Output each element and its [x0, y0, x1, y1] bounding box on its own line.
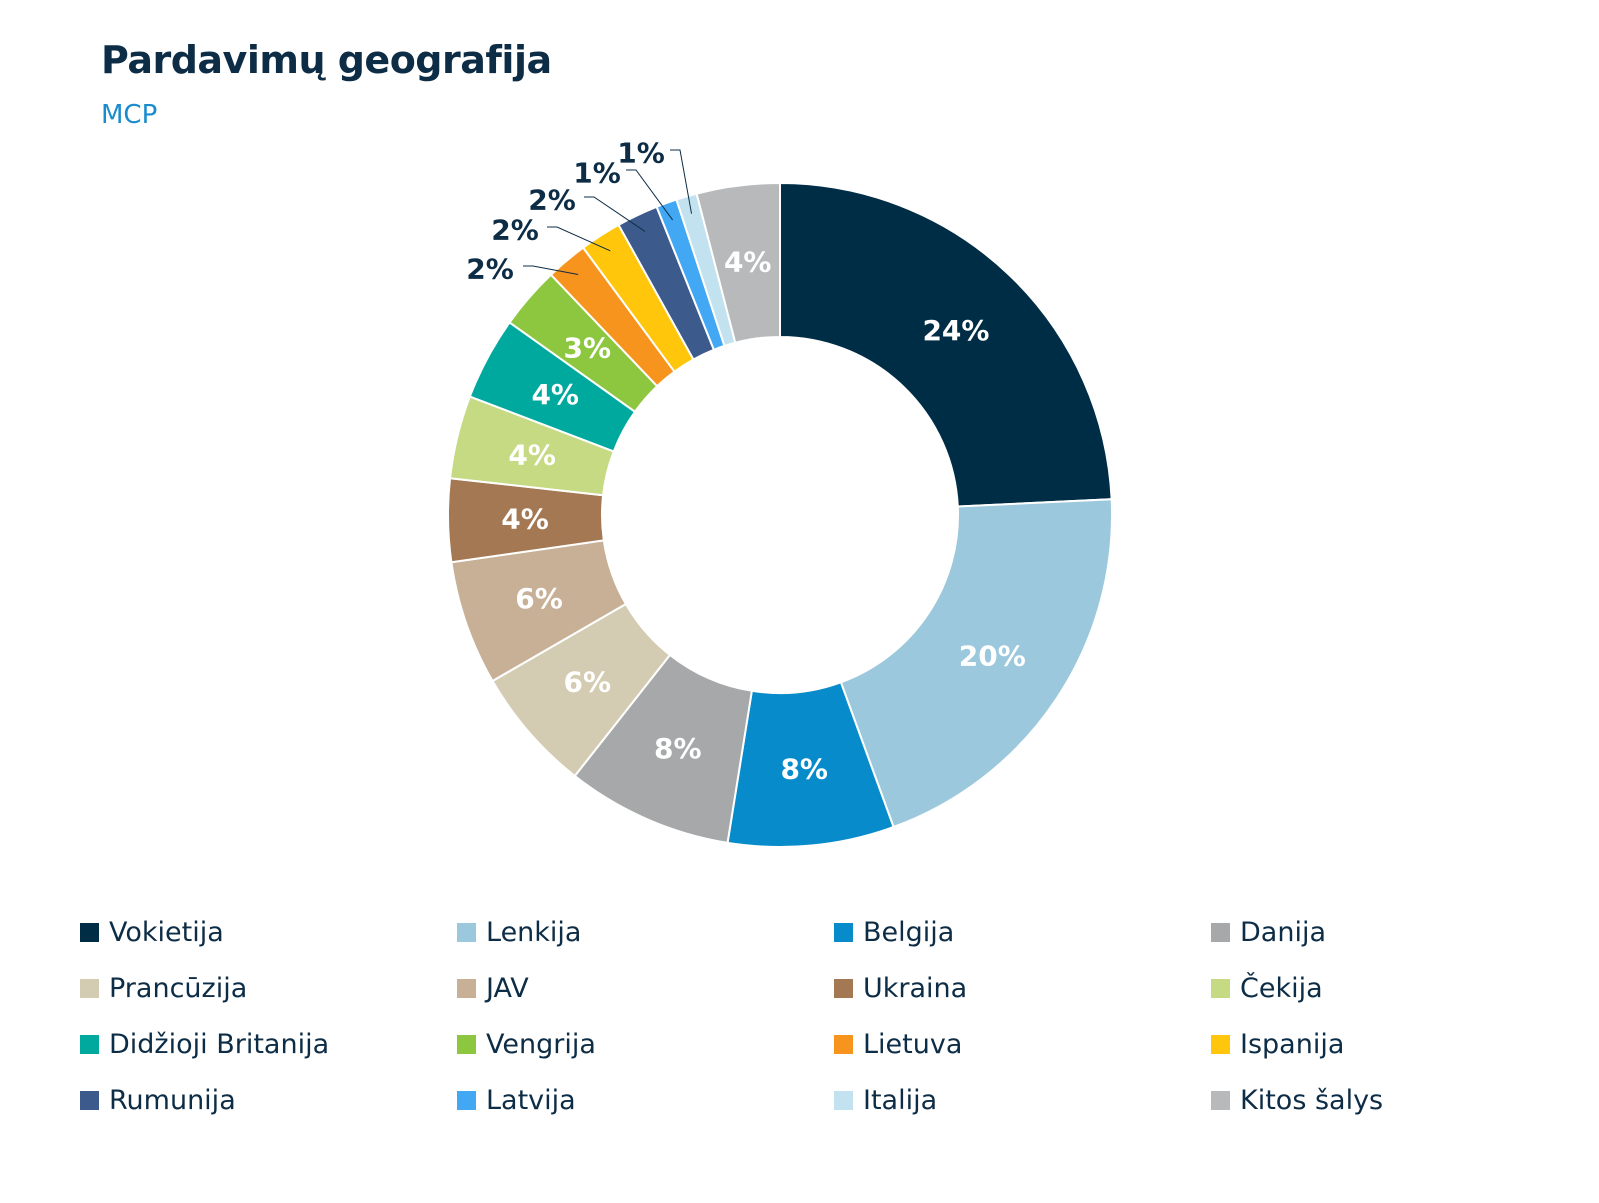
- legend-label: Ukraina: [863, 972, 968, 1004]
- legend-label: Kitos šalys: [1240, 1084, 1384, 1116]
- slice-vokietija: [779, 181, 1113, 508]
- data-label-italija: 1%: [617, 137, 665, 170]
- legend-swatch: [834, 1090, 853, 1110]
- legend-swatch: [1211, 1034, 1230, 1054]
- legend-swatch: [80, 978, 99, 998]
- data-label-cekija: 4%: [508, 438, 556, 471]
- legend-item-ispanija: Ispanija: [1211, 1028, 1588, 1060]
- legend-swatch: [1211, 922, 1230, 942]
- legend-item-vokietija: Vokietija: [80, 916, 457, 948]
- data-label-prancuzija: 6%: [564, 665, 612, 698]
- data-label-latvija: 1%: [573, 157, 621, 190]
- legend-item-lietuva: Lietuva: [834, 1028, 1211, 1060]
- leader-line-ispanija: [547, 226, 611, 252]
- legend-label: JAV: [486, 972, 529, 1004]
- data-label-vokietija: 24%: [922, 314, 989, 347]
- legend-label: Didžioji Britanija: [109, 1028, 330, 1060]
- legend-label: Italija: [863, 1084, 938, 1116]
- legend-label: Lietuva: [863, 1028, 963, 1060]
- legend-item-italija: Italija: [834, 1084, 1211, 1116]
- slice-lenkija: [839, 498, 1113, 829]
- legend-swatch: [457, 1034, 476, 1054]
- legend-item-prancuzija: Prancūzija: [80, 972, 457, 1004]
- leader-line-latvija: [626, 169, 674, 221]
- legend-label: Vokietija: [109, 916, 224, 948]
- leader-line-rumunija: [584, 196, 646, 232]
- legend-item-danija: Danija: [1211, 916, 1588, 948]
- legend-label: Prancūzija: [109, 972, 248, 1004]
- legend-item-lenkija: Lenkija: [457, 916, 834, 948]
- chart-title: Pardavimų geografija: [101, 38, 552, 82]
- legend-item-didzioji-britanija: Didžioji Britanija: [80, 1028, 457, 1060]
- legend-item-cekija: Čekija: [1211, 972, 1588, 1004]
- legend-swatch: [457, 1090, 476, 1110]
- legend-label: Ispanija: [1240, 1028, 1345, 1060]
- legend-swatch: [834, 978, 853, 998]
- legend-label: Lenkija: [486, 916, 582, 948]
- legend-label: Belgija: [863, 916, 955, 948]
- legend-swatch: [457, 922, 476, 942]
- legend-item-vengrija: Vengrija: [457, 1028, 834, 1060]
- chart-legend: Vokietija Lenkija Belgija Danija Prancūzija J…: [80, 916, 1580, 1116]
- legend-item-kitos-salys: Kitos šalys: [1211, 1084, 1588, 1116]
- leader-line-italija: [670, 149, 693, 214]
- data-label-lietuva: 2%: [466, 253, 514, 286]
- legend-item-belgija: Belgija: [834, 916, 1211, 948]
- legend-swatch: [457, 978, 476, 998]
- legend-swatch: [1211, 978, 1230, 998]
- data-label-jav: 6%: [515, 582, 563, 615]
- data-label-vengrija: 3%: [564, 332, 612, 365]
- legend-item-jav: JAV: [457, 972, 834, 1004]
- data-label-kitos-salys: 4%: [724, 246, 772, 279]
- data-label-belgija: 8%: [780, 752, 828, 785]
- legend-swatch: [1211, 1090, 1230, 1110]
- legend-swatch: [80, 1034, 99, 1054]
- data-label-rumunija: 2%: [528, 184, 576, 217]
- legend-label: Danija: [1240, 916, 1326, 948]
- data-label-ukraina: 4%: [501, 503, 549, 536]
- data-label-lenkija: 20%: [959, 640, 1026, 673]
- data-label-didzioji-britanija: 4%: [531, 378, 579, 411]
- legend-swatch: [80, 922, 99, 942]
- legend-swatch: [80, 1090, 99, 1110]
- data-label-danija: 8%: [654, 732, 702, 765]
- legend-label: Rumunija: [109, 1084, 236, 1116]
- legend-item-latvija: Latvija: [457, 1084, 834, 1116]
- legend-label: Vengrija: [486, 1028, 596, 1060]
- slice-kitos-salys: [695, 181, 781, 344]
- legend-item-rumunija: Rumunija: [80, 1084, 457, 1116]
- legend-item-ukraina: Ukraina: [834, 972, 1211, 1004]
- legend-swatch: [834, 922, 853, 942]
- legend-label: Čekija: [1240, 972, 1323, 1004]
- legend-label: Latvija: [486, 1084, 576, 1116]
- legend-swatch: [834, 1034, 853, 1054]
- donut-chart: 24%20%8%8%6%6%4%4%4%3%2%2%2%1%1%4%: [447, 137, 1113, 848]
- chart-subtitle: MCP: [101, 100, 158, 130]
- leader-line-lietuva: [523, 265, 579, 275]
- data-label-ispanija: 2%: [491, 214, 539, 247]
